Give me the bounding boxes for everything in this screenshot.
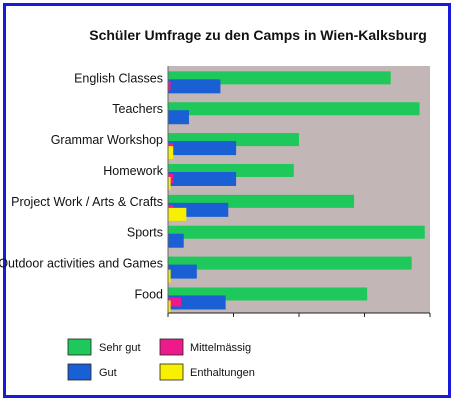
legend-label: Enthaltungen [190, 367, 255, 379]
legend-label: Mittelmässig [190, 342, 251, 354]
bar-mittelmässig [168, 297, 182, 307]
bar-enthaltungen [168, 176, 171, 190]
legend-label: Gut [99, 367, 117, 379]
legend: Sehr gut Gut Mittelmässig Enthaltungen [67, 338, 255, 381]
bar-enthaltungen [168, 207, 187, 221]
bar-enthaltungen [168, 269, 171, 283]
category-label: Outdoor activities and Games [0, 257, 163, 271]
bar-gut [168, 171, 237, 186]
chart-title: Schüler Umfrage zu den Camps in Wien-Kal… [89, 27, 427, 43]
bar-sehr-gut [168, 102, 420, 116]
legend-swatch [67, 338, 92, 356]
legend-swatch [159, 363, 184, 381]
bar-gut [168, 233, 184, 248]
category-label: Food [135, 287, 164, 301]
bar-gut [168, 79, 221, 94]
bar-gut [168, 295, 226, 310]
category-label: Teachers [112, 102, 163, 116]
bar-sehr-gut [168, 71, 391, 85]
category-label: Sports [127, 226, 163, 240]
bar-mittelmässig [168, 81, 171, 91]
bar-gut [168, 264, 197, 279]
bar-enthaltungen [168, 300, 171, 314]
category-label: English Classes [74, 71, 163, 85]
legend-swatch [159, 338, 184, 356]
category-label: Grammar Workshop [51, 133, 163, 147]
legend-swatch [67, 363, 92, 381]
bar-sehr-gut [168, 256, 412, 270]
bar-gut [168, 110, 189, 125]
category-labels: English Classes Teachers Grammar Workshop H… [0, 71, 164, 301]
bars-group [168, 71, 425, 314]
bar-sehr-gut [168, 225, 425, 239]
bar-gut [168, 141, 237, 156]
category-label: Homework [103, 164, 163, 178]
legend-label: Sehr gut [99, 342, 141, 354]
category-label: Project Work / Arts & Crafts [11, 195, 163, 209]
axis-ticks [167, 66, 431, 317]
bar-enthaltungen [168, 146, 174, 160]
